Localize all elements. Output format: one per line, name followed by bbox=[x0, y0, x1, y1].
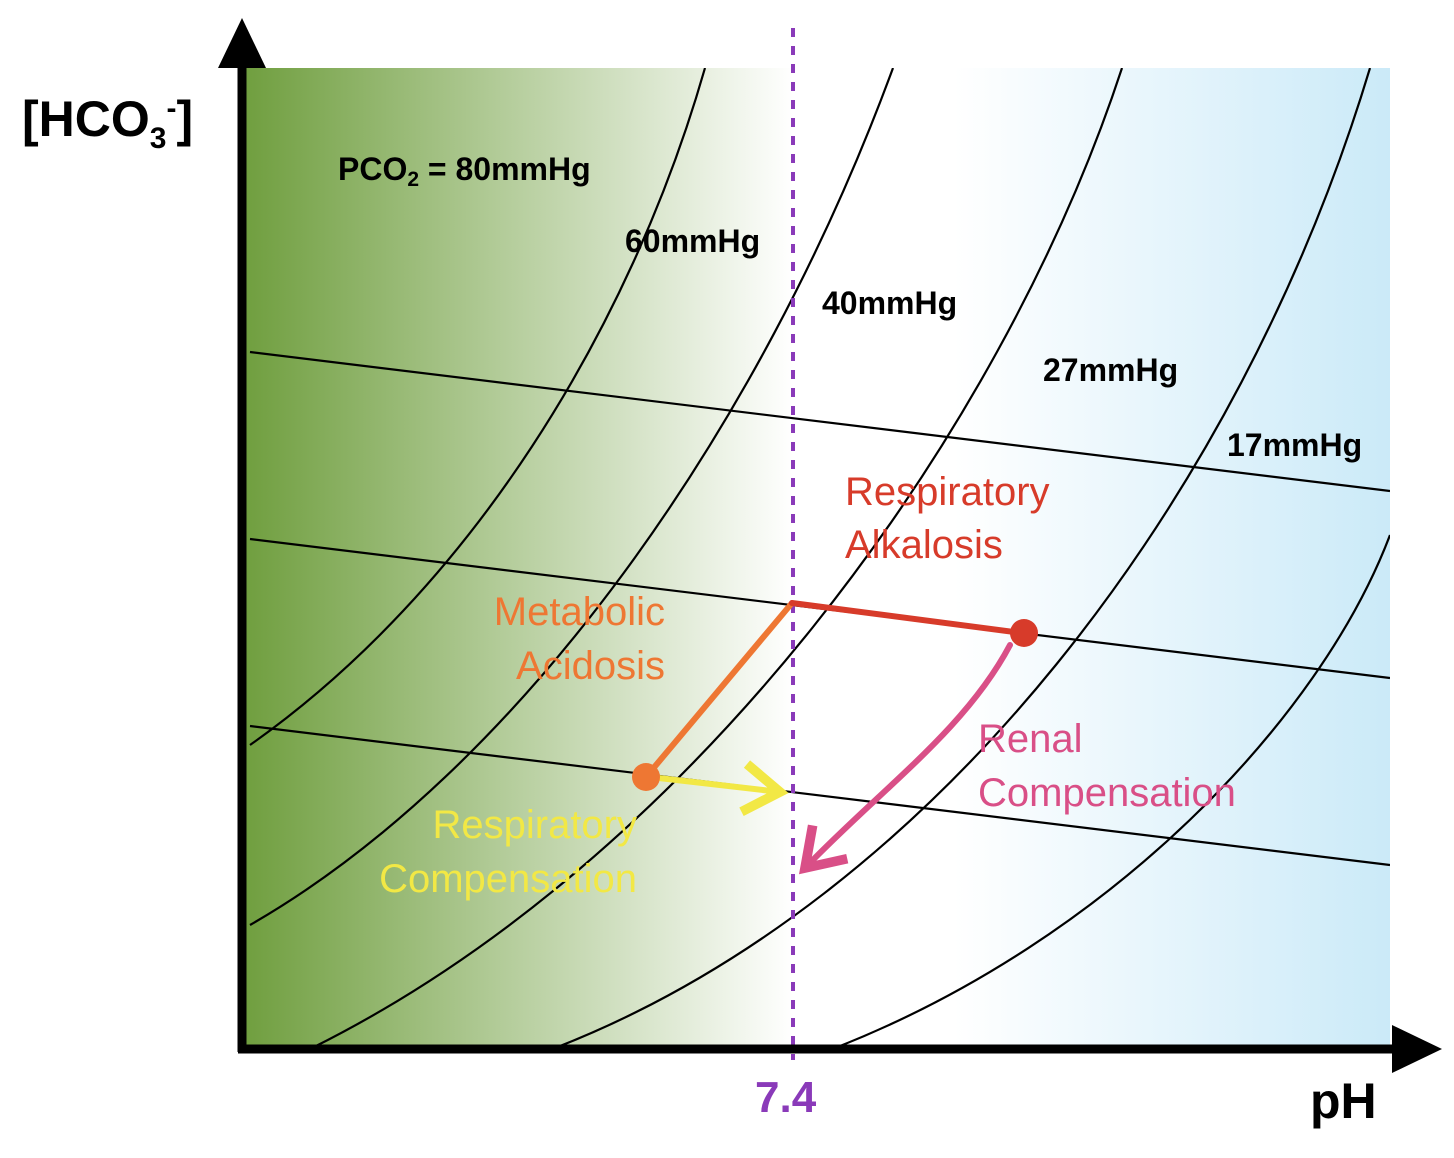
y-axis-title: [HCO3-] bbox=[22, 91, 193, 155]
respiratory-compensation-arrow bbox=[647, 760, 789, 816]
renal-compensation-arrow bbox=[799, 642, 1013, 875]
x-axis-title: pH bbox=[1310, 1073, 1377, 1129]
renal-compensation-label-line1: Renal bbox=[978, 717, 1083, 761]
y-axis-arrowhead bbox=[218, 18, 266, 68]
buffer-line-lower bbox=[249, 724, 1390, 867]
respiratory-alkalosis-path bbox=[789, 600, 1025, 636]
isobar-40-label: 40mmHg bbox=[822, 285, 957, 321]
renal-compensation-label-line2: Compensation bbox=[978, 771, 1236, 815]
isobar-80-curve bbox=[249, 68, 707, 746]
ph-7-4-label: 7.4 bbox=[755, 1073, 817, 1122]
respiratory-compensation-label-line2: Compensation bbox=[379, 857, 637, 901]
isobar-60-curve bbox=[249, 68, 895, 926]
x-axis-arrowhead bbox=[1392, 1025, 1442, 1073]
metabolic-acidosis-label-line2: Acidosis bbox=[516, 644, 665, 688]
isobar-80-label: PCO2 = 80mmHg bbox=[338, 151, 591, 191]
metabolic-acidosis-path bbox=[643, 600, 795, 780]
respiratory-alkalosis-label-line2: Alkalosis bbox=[845, 523, 1003, 567]
isobar-17-label: 17mmHg bbox=[1227, 427, 1362, 463]
isobar-27-curve bbox=[554, 68, 1372, 1048]
metabolic-acidosis-point bbox=[632, 763, 660, 791]
respiratory-alkalosis-label-line1: Respiratory bbox=[845, 470, 1050, 514]
isobar-27-label: 27mmHg bbox=[1043, 352, 1178, 388]
respiratory-compensation-label-line1: Respiratory bbox=[432, 803, 637, 847]
plot-background bbox=[242, 68, 1390, 1048]
isobar-40-curve bbox=[311, 68, 1124, 1048]
isobar-60-label: 60mmHg bbox=[625, 223, 760, 259]
metabolic-acidosis-label-line1: Metabolic bbox=[494, 590, 665, 634]
isobar-17-curve bbox=[834, 534, 1390, 1048]
respiratory-alkalosis-point bbox=[1010, 619, 1038, 647]
buffer-line-upper bbox=[249, 350, 1390, 493]
